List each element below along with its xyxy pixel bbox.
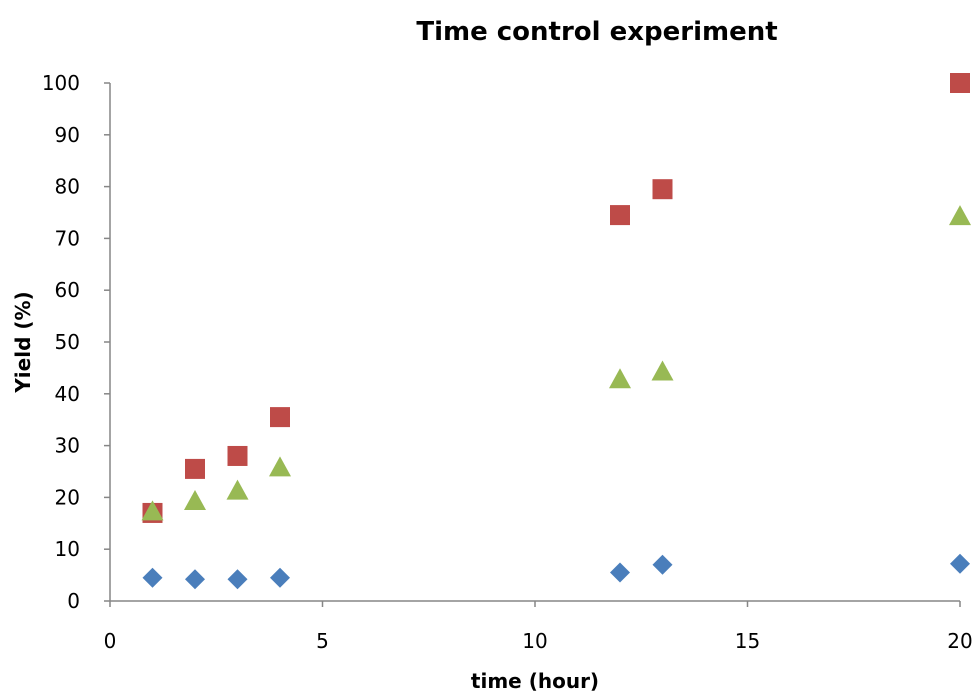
data-points	[141, 73, 971, 590]
series-1-diamond-point	[610, 562, 630, 583]
series-3-triangle-point	[141, 500, 164, 521]
y-axis-ticks: 0 10 20 30 40 50 60 70 80 90 100	[42, 71, 110, 613]
series-2-square-point	[610, 205, 630, 226]
series-3-triangle-point	[609, 368, 631, 389]
chart-title: Time control experiment	[416, 17, 777, 47]
series-1-diamond-point	[185, 569, 205, 590]
x-tick-label: 20	[947, 629, 972, 653]
x-tick-label: 0	[104, 629, 117, 653]
series-2-square-point	[185, 458, 205, 479]
series-1-diamond-point	[270, 567, 290, 588]
series-3-triangle-point	[226, 479, 249, 500]
y-tick-label: 100	[42, 71, 80, 95]
y-tick-label: 10	[55, 537, 80, 561]
series-3-triangle-point	[651, 360, 674, 381]
y-tick-label: 50	[55, 330, 80, 354]
series-2-square-point	[652, 179, 673, 200]
y-tick-label: 30	[55, 434, 80, 458]
y-tick-label: 90	[55, 123, 80, 147]
series-3-triangle-point	[269, 456, 291, 477]
x-axis-ticks: 0 5 10 15 20	[104, 601, 973, 653]
series-2-square-point	[270, 407, 290, 428]
y-tick-label: 70	[55, 226, 80, 250]
y-tick-label: 20	[55, 485, 80, 509]
y-tick-label: 60	[55, 278, 80, 302]
series-1-diamond-point	[652, 554, 673, 575]
y-tick-label: 0	[67, 589, 80, 613]
series-2-square-point	[227, 445, 248, 466]
x-axis-title: time (hour)	[471, 669, 599, 693]
y-tick-label: 80	[55, 175, 80, 199]
x-tick-label: 15	[735, 629, 760, 653]
series-2-square-point	[950, 73, 970, 93]
series-1-diamond-point	[950, 553, 970, 574]
series-3-triangle-point	[949, 205, 971, 226]
y-tick-label: 40	[55, 382, 80, 406]
series-3-triangle-point	[184, 489, 206, 510]
x-tick-label: 10	[522, 629, 547, 653]
series-1-diamond-point	[227, 569, 248, 590]
y-axis-title: Yield (%)	[11, 291, 35, 393]
x-tick-label: 5	[316, 629, 329, 653]
series-1-diamond-point	[142, 567, 163, 588]
